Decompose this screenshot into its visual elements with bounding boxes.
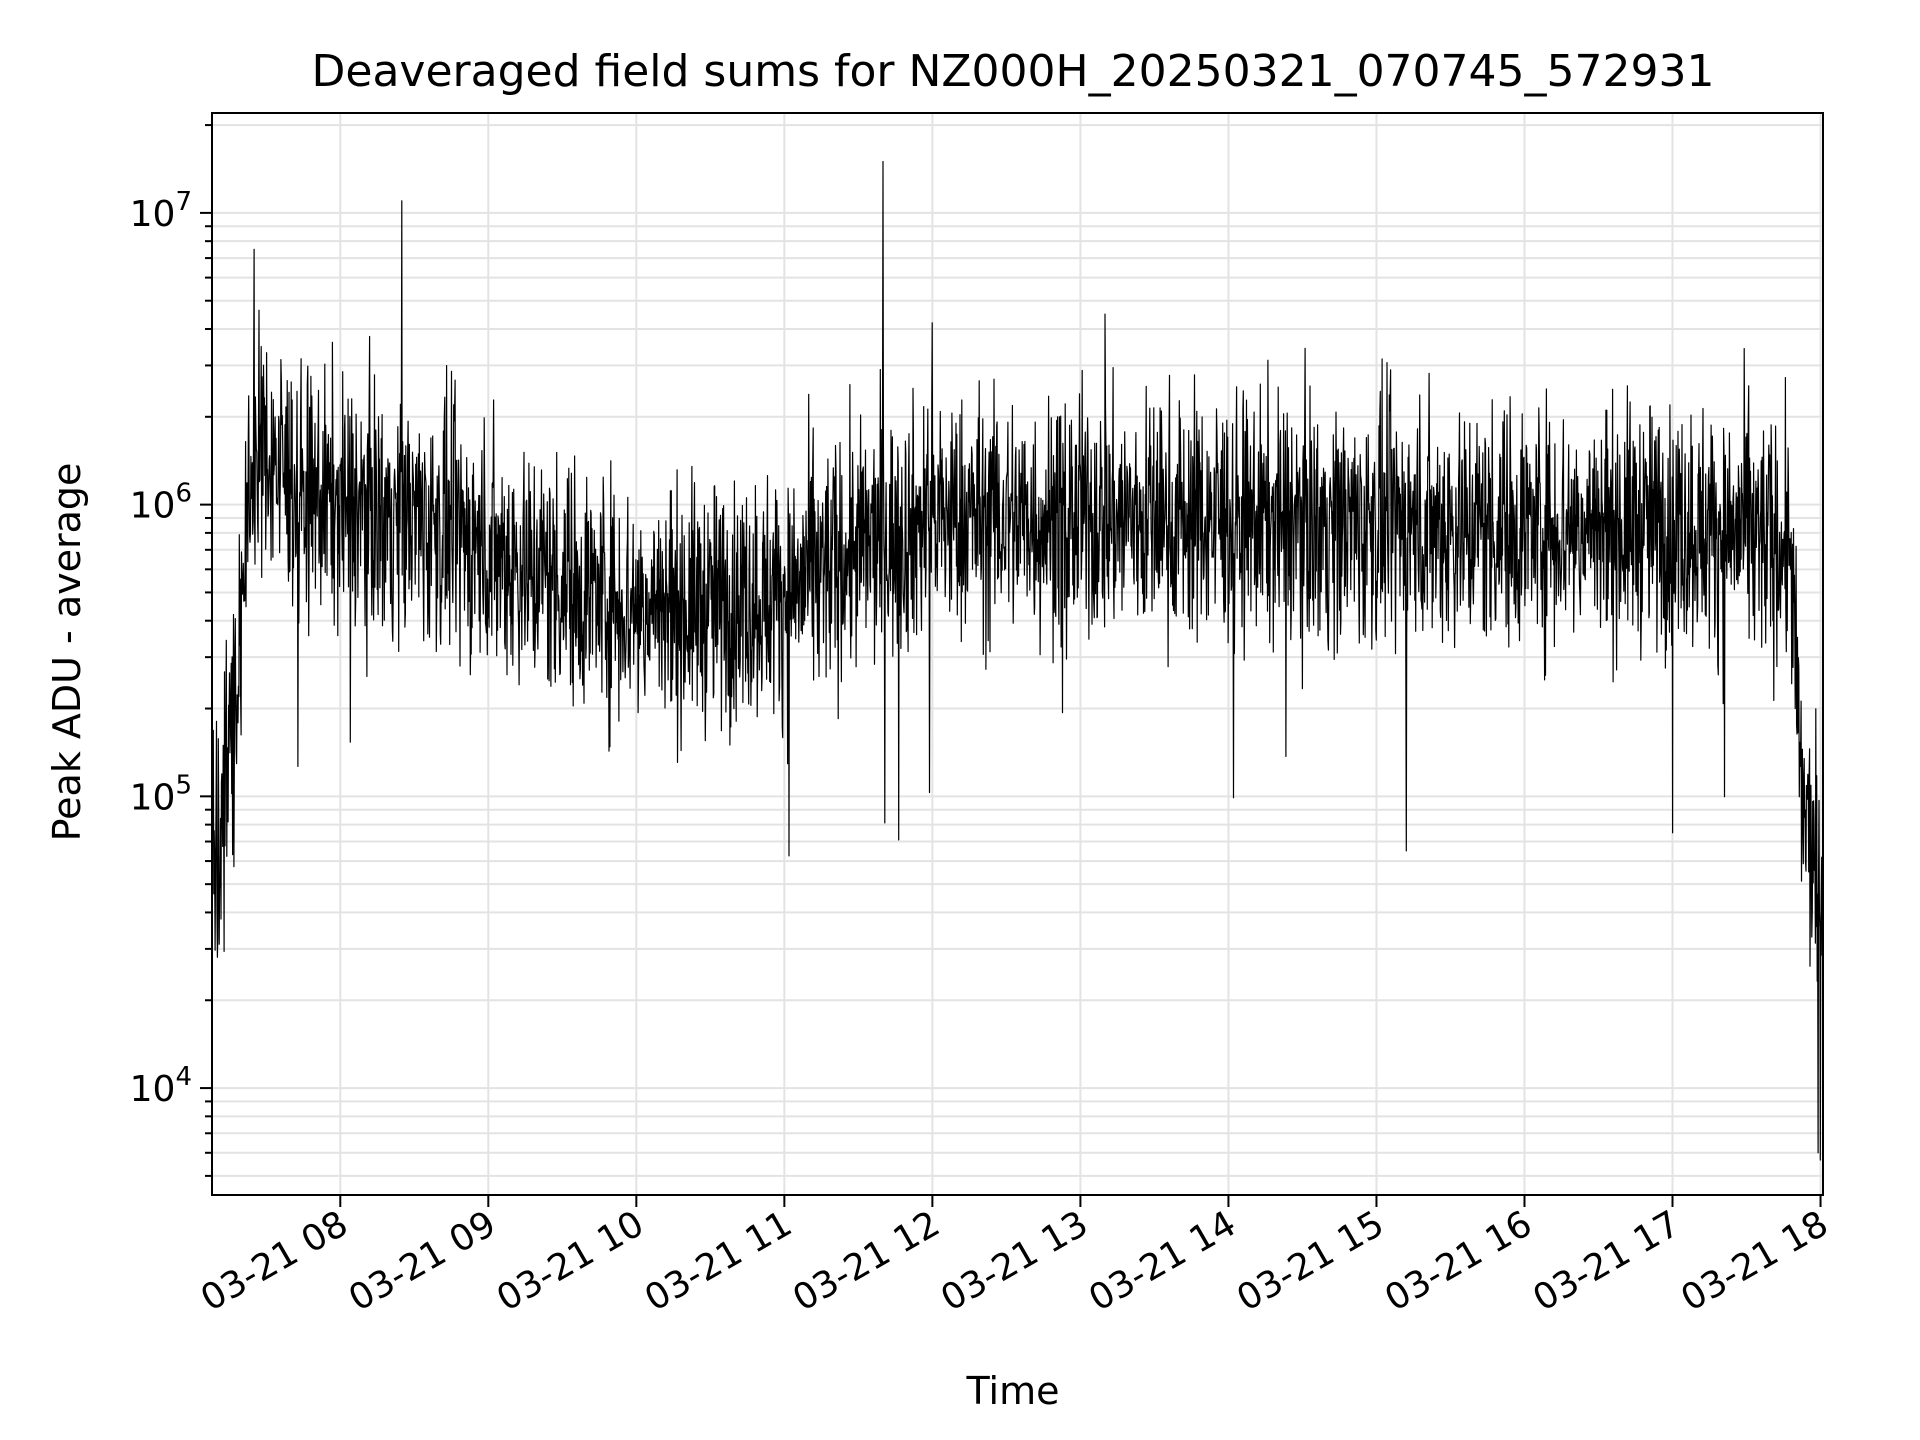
series: [211, 160, 1824, 1161]
plot-frame: [211, 112, 1824, 1196]
y-tick-label: 106: [130, 479, 192, 527]
series-line: [211, 160, 1824, 1161]
y-tick-label: 105: [130, 770, 192, 818]
y-axis: 104 105 106 107: [130, 124, 212, 1177]
chart-title: Deaveraged field sums for NZ000H_2025032…: [312, 46, 1715, 97]
y-axis-label: Peak ADU - average: [45, 463, 89, 842]
y-tick-label: 104: [130, 1062, 192, 1110]
y-tick-label: 107: [130, 187, 192, 235]
x-axis-label: Time: [966, 1369, 1060, 1413]
